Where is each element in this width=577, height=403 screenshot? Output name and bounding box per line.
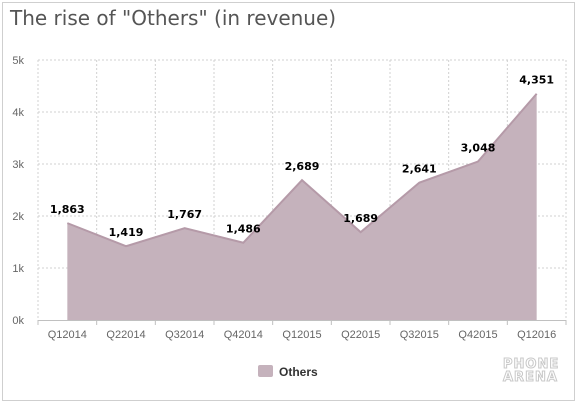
data-label: 4,351 bbox=[519, 74, 554, 87]
y-tick-label: 4k bbox=[12, 107, 24, 119]
x-tick-label: Q12016 bbox=[517, 329, 556, 341]
series-others-area bbox=[67, 93, 537, 320]
data-label: 1,767 bbox=[167, 208, 202, 221]
watermark-line-1: PHONE bbox=[503, 357, 560, 372]
legend-swatch-others bbox=[258, 365, 273, 377]
watermark-logo: PHONE ARENA bbox=[503, 357, 561, 385]
y-tick-label: 3k bbox=[12, 159, 24, 171]
series-others-line bbox=[66, 93, 538, 248]
data-label: 1,486 bbox=[226, 223, 261, 236]
y-tick-label: 5k bbox=[12, 55, 24, 67]
legend-label-others: Others bbox=[279, 365, 318, 379]
x-tick-label: Q42014 bbox=[224, 329, 263, 341]
data-label: 1,689 bbox=[343, 212, 378, 225]
y-tick-label: 1k bbox=[12, 263, 24, 275]
chart-title: The rise of "Others" (in revenue) bbox=[10, 6, 337, 30]
data-label: 1,863 bbox=[50, 203, 85, 216]
x-tick-label: Q12014 bbox=[48, 329, 87, 341]
x-tick-label: Q22014 bbox=[106, 329, 145, 341]
y-tick-label: 2k bbox=[12, 211, 24, 223]
data-label: 2,689 bbox=[285, 160, 320, 173]
x-tick-label: Q32015 bbox=[400, 329, 439, 341]
data-label: 3,048 bbox=[461, 142, 496, 155]
x-tick-label: Q12015 bbox=[282, 329, 321, 341]
data-label: 2,641 bbox=[402, 163, 437, 176]
watermark-line-2: ARENA bbox=[503, 370, 558, 385]
x-tick-label: Q32014 bbox=[165, 329, 204, 341]
y-tick-label: 0k bbox=[12, 315, 24, 327]
x-tick-label: Q22015 bbox=[341, 329, 380, 341]
data-label: 1,419 bbox=[109, 226, 144, 239]
x-tick-label: Q42015 bbox=[458, 329, 497, 341]
